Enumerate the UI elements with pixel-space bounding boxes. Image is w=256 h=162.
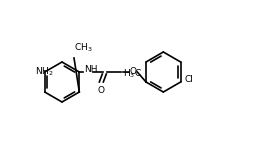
Text: NH: NH bbox=[84, 65, 98, 75]
Text: O: O bbox=[98, 86, 105, 95]
Text: H$_3$C: H$_3$C bbox=[123, 68, 142, 81]
Text: Cl: Cl bbox=[185, 75, 194, 85]
Text: NH$_2$: NH$_2$ bbox=[35, 66, 54, 79]
Text: CH$_3$: CH$_3$ bbox=[74, 41, 93, 54]
Text: O: O bbox=[130, 68, 137, 76]
